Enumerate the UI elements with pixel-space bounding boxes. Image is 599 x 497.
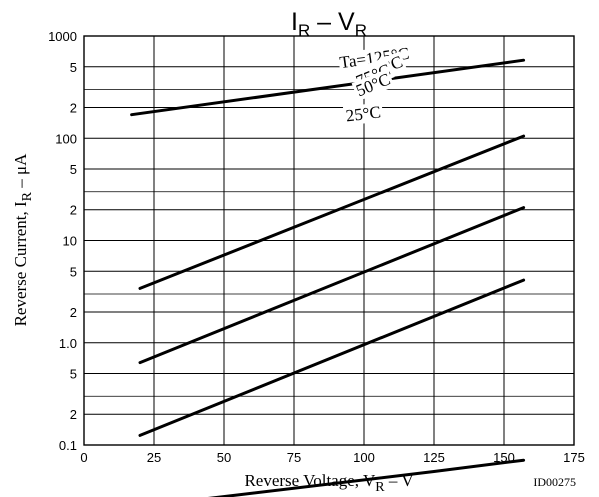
- series-label: 25°C: [345, 102, 382, 125]
- y-tick-label: 2: [70, 407, 77, 422]
- x-tick-label: 125: [423, 450, 445, 465]
- series-label-mask: [351, 68, 395, 101]
- y-tick-label: 5: [70, 162, 77, 177]
- y-tick-label: 5: [70, 60, 77, 75]
- y-tick-label: 5: [70, 367, 77, 382]
- y-axis-label: Reverse Current, IR – μA: [11, 153, 35, 327]
- x-tick-label: 50: [217, 450, 231, 465]
- series-lines: [130, 58, 526, 497]
- x-tick-label: 75: [287, 450, 301, 465]
- series-line: [138, 278, 526, 437]
- y-tick-label: 2: [70, 305, 77, 320]
- x-tick-label: 25: [147, 450, 161, 465]
- y-tick-label: 2: [70, 100, 77, 115]
- y-tick-label: 5: [70, 264, 77, 279]
- y-tick-label: 1.0: [59, 336, 77, 351]
- series-line: [207, 458, 526, 497]
- series-line: [138, 206, 526, 365]
- x-tick-label: 100: [353, 450, 375, 465]
- figure-code: ID00275: [533, 475, 576, 489]
- grid: [84, 36, 574, 445]
- series-line: [130, 58, 526, 117]
- x-tick-label: 175: [563, 450, 585, 465]
- y-tick-label: 10: [63, 234, 77, 249]
- y-tick-label: 2: [70, 203, 77, 218]
- x-tick-label: 0: [80, 450, 87, 465]
- x-tick-label: 150: [493, 450, 515, 465]
- series-label-mask: [337, 43, 412, 73]
- tick-labels: 0 25 50 75 100 125 150 175 1000 5 2 100 5 2 10 5 2 1.0 5 2 0…: [48, 29, 585, 465]
- y-tick-label: 1000: [48, 29, 77, 44]
- plot-frame: [83, 35, 575, 446]
- chart-title: IR – VR: [291, 8, 367, 40]
- series-line: [138, 134, 526, 290]
- x-axis-label: Reverse Voltage, VR – V: [244, 471, 414, 495]
- y-tick-label: 100: [55, 131, 77, 146]
- y-tick-label: 0.1: [59, 438, 77, 453]
- series-label-mask: [342, 102, 384, 126]
